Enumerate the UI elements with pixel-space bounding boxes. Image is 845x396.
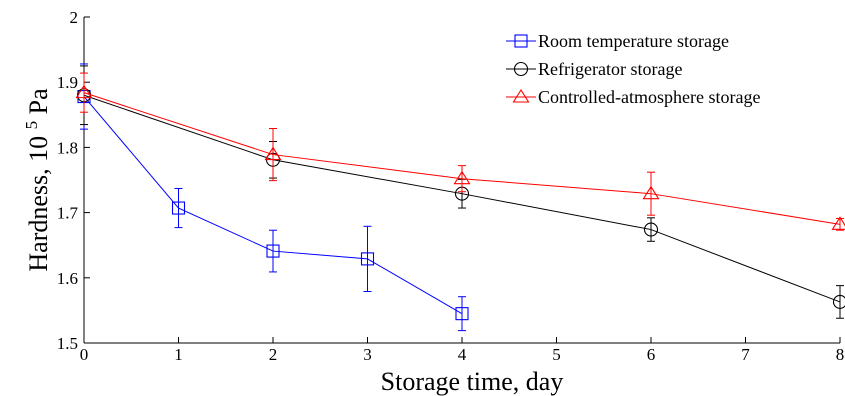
y-tick-label: 1.7 xyxy=(57,204,79,223)
series-1 xyxy=(77,63,469,332)
x-tick-label: 4 xyxy=(458,345,467,364)
legend-label: Refrigerator storage xyxy=(538,59,682,79)
series-3 xyxy=(75,72,845,231)
axis-ticks: 0 1 2 3 4 5 6 7 8 1.5 1.6 1.7 1.8 1.9 2 xyxy=(57,8,845,364)
data-point xyxy=(831,216,845,230)
x-tick-label: 3 xyxy=(363,345,372,364)
y-axis-title: Hardness, 10 5 Pa xyxy=(14,88,53,272)
y-tick-label: 1.6 xyxy=(57,269,78,288)
data-point xyxy=(643,222,659,237)
legend-label: Controlled-atmosphere storage xyxy=(538,87,760,107)
legend-marker xyxy=(513,61,529,77)
data-point xyxy=(453,170,471,185)
y-tick-label: 1.9 xyxy=(57,73,78,92)
legend: Room temperature storage Refrigerator sto… xyxy=(506,31,760,107)
x-tick-label: 2 xyxy=(269,345,278,364)
x-tick-label: 0 xyxy=(80,345,89,364)
data-point xyxy=(171,201,186,215)
y-axis-title-unit: Pa xyxy=(24,88,53,114)
data-point xyxy=(642,185,660,200)
y-tick-label: 1.5 xyxy=(57,334,78,353)
legend-item: Room temperature storage xyxy=(506,31,729,51)
data-point xyxy=(266,244,280,258)
x-tick-label: 8 xyxy=(836,345,845,364)
legend-item: Refrigerator storage xyxy=(506,59,682,79)
x-tick-label: 6 xyxy=(647,345,656,364)
data-point xyxy=(264,146,282,161)
x-axis-title: Storage time, day xyxy=(381,367,564,396)
data-point xyxy=(360,252,375,266)
data-point xyxy=(455,307,469,321)
x-tick-label: 5 xyxy=(552,345,561,364)
legend-marker xyxy=(514,34,528,48)
data-point xyxy=(75,84,93,99)
data-point xyxy=(832,294,845,309)
y-axis-title-superscript: 5 xyxy=(22,121,41,130)
series-layer xyxy=(75,63,845,332)
legend-marker xyxy=(512,88,530,103)
x-tick-label: 7 xyxy=(741,345,750,364)
svg-text:Hardness, 10 5 Pa: Hardness, 10 5 Pa xyxy=(14,88,53,272)
legend-item: Controlled-atmosphere storage xyxy=(506,87,760,107)
legend-label: Room temperature storage xyxy=(538,31,729,51)
y-axis-title-main: Hardness, 10 xyxy=(24,136,53,272)
y-tick-label: 1.8 xyxy=(57,138,78,157)
y-tick-label: 2 xyxy=(70,8,79,27)
x-tick-label: 1 xyxy=(174,345,183,364)
